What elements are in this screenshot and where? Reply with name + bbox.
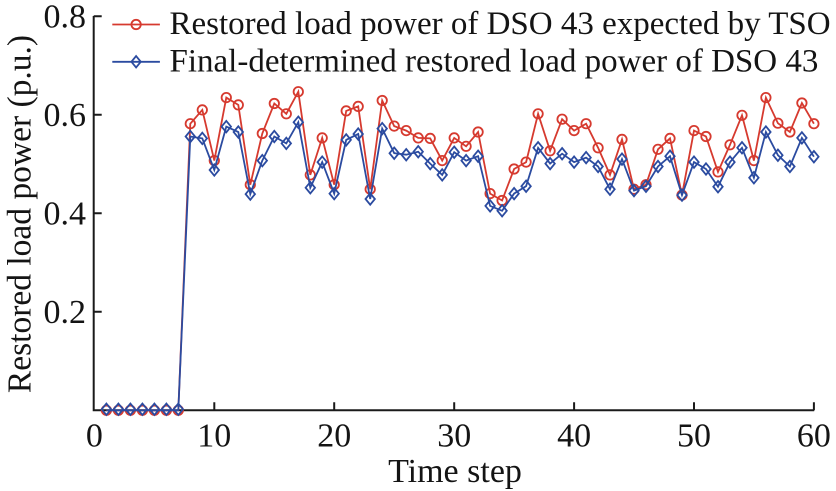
svg-text:0: 0: [86, 418, 103, 455]
svg-text:Final-determined restored load: Final-determined restored load power of …: [170, 44, 819, 80]
svg-text:0.6: 0.6: [44, 97, 87, 134]
svg-text:0.8: 0.8: [44, 0, 87, 35]
svg-text:0.2: 0.2: [44, 294, 87, 331]
svg-text:30: 30: [437, 418, 471, 455]
svg-text:60: 60: [797, 418, 831, 455]
svg-text:50: 50: [677, 418, 711, 455]
svg-text:Restored load power of DSO 43: Restored load power of DSO 43 expected b…: [170, 6, 831, 42]
svg-text:Time step: Time step: [388, 453, 522, 490]
svg-text:0.4: 0.4: [44, 195, 87, 232]
svg-text:Restored load power (p.u.): Restored load power (p.u.): [2, 35, 39, 393]
svg-text:10: 10: [197, 418, 231, 455]
svg-text:40: 40: [557, 418, 591, 455]
svg-text:20: 20: [317, 418, 351, 455]
